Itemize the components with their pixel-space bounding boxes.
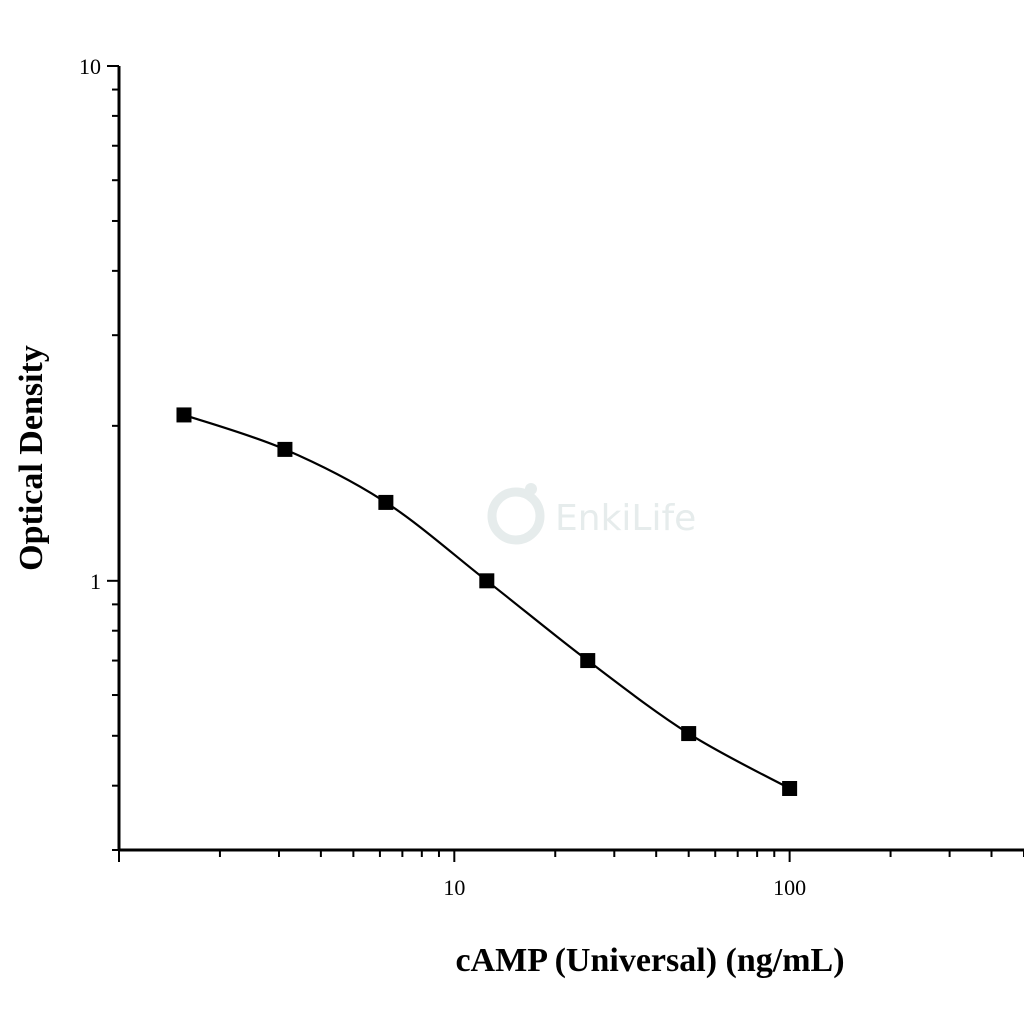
data-point-marker bbox=[782, 780, 798, 796]
x-axis-title: cAMP (Universal) (ng/mL) bbox=[455, 942, 844, 979]
data-point-marker bbox=[277, 441, 293, 457]
data-point-marker bbox=[479, 573, 495, 589]
y-tick-label: 10 bbox=[79, 54, 101, 79]
fit-curve bbox=[183, 413, 791, 790]
watermark-text: EnkiLife bbox=[555, 498, 696, 539]
data-markers bbox=[176, 407, 798, 796]
watermark-logo-icon bbox=[487, 487, 545, 545]
data-point-marker bbox=[176, 407, 192, 423]
data-point-marker bbox=[378, 494, 394, 510]
tick-labels: 10 100 1 10 bbox=[79, 54, 806, 900]
data-point-marker bbox=[681, 726, 697, 742]
x-tick-label: 100 bbox=[773, 875, 806, 900]
y-axis-title: Optical Density bbox=[13, 345, 50, 571]
watermark: EnkiLife bbox=[487, 483, 696, 545]
ticks bbox=[107, 65, 1024, 862]
data-point-marker bbox=[580, 653, 596, 669]
watermark-logo-dot bbox=[525, 483, 537, 495]
x-tick-label: 10 bbox=[443, 875, 465, 900]
y-tick-label: 1 bbox=[90, 569, 101, 594]
